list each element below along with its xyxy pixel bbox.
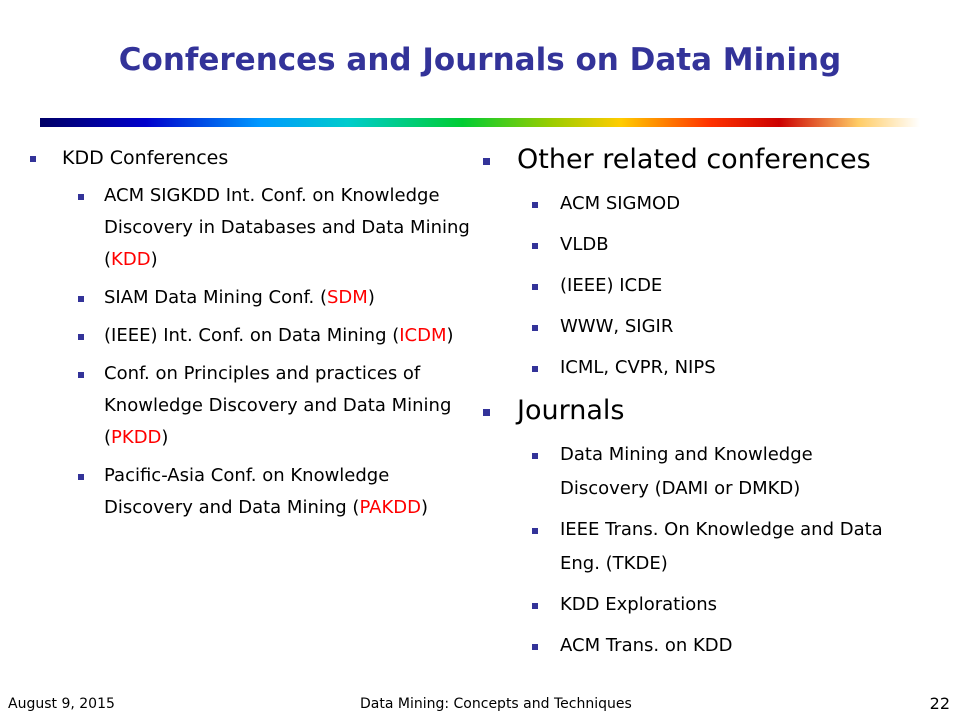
footer-date: August 9, 2015 (8, 696, 115, 712)
footer-title: Data Mining: Concepts and Techniques (360, 696, 632, 712)
item-acronym: SDM (326, 287, 368, 308)
section-heading: Journals (483, 391, 957, 431)
item-text: ) (446, 325, 454, 346)
list-item: WWW, SIGIR (532, 310, 900, 344)
list-item: ACM Trans. on KDD (532, 629, 900, 663)
item-text: SIAM Data Mining Conf. ( (104, 287, 327, 308)
item-text: (IEEE) Int. Conf. on Data Mining ( (104, 325, 400, 346)
list-item: (IEEE) Int. Conf. on Data Mining (ICDM) (78, 320, 474, 352)
item-acronym: PAKDD (359, 497, 422, 518)
slide-title: Conferences and Journals on Data Mining (118, 42, 842, 78)
item-text: Pacific-Asia Conf. on Knowledge Discover… (104, 465, 390, 518)
page-number: 22 (929, 694, 950, 713)
list-item: ACM SIGKDD Int. Conf. on Knowledge Disco… (78, 180, 474, 276)
left-column: KDD Conferences ACM SIGKDD Int. Conf. on … (30, 142, 482, 524)
list-item: IEEE Trans. On Knowledge and Data Eng. (… (532, 513, 900, 581)
list-item: KDD Explorations (532, 588, 900, 622)
section-heading: KDD Conferences (30, 142, 482, 174)
list-item: Data Mining and Knowledge Discovery (DAM… (532, 438, 900, 506)
list-item: Pacific-Asia Conf. on Knowledge Discover… (78, 460, 474, 524)
item-text: ACM SIGKDD Int. Conf. on Knowledge Disco… (104, 185, 470, 270)
item-text: ) (421, 497, 429, 518)
item-acronym: ICDM (399, 325, 447, 346)
section-heading: Other related conferences (483, 140, 957, 180)
gradient-bar (40, 118, 920, 127)
item-text: ) (161, 427, 169, 448)
list-item: (IEEE) ICDE (532, 269, 900, 303)
item-text: ) (367, 287, 375, 308)
list-item: ICML, CVPR, NIPS (532, 351, 900, 385)
list-item: Conf. on Principles and practices of Kno… (78, 358, 474, 454)
item-acronym: KDD (111, 249, 151, 270)
item-acronym: PKDD (111, 427, 162, 448)
list-item: SIAM Data Mining Conf. (SDM) (78, 282, 474, 314)
item-text: Conf. on Principles and practices of Kno… (104, 363, 452, 448)
list-item: VLDB (532, 228, 900, 262)
right-column: Other related conferences ACM SIGMOD VLDB (… (483, 134, 957, 663)
item-text: ) (150, 249, 158, 270)
list-item: ACM SIGMOD (532, 187, 900, 221)
